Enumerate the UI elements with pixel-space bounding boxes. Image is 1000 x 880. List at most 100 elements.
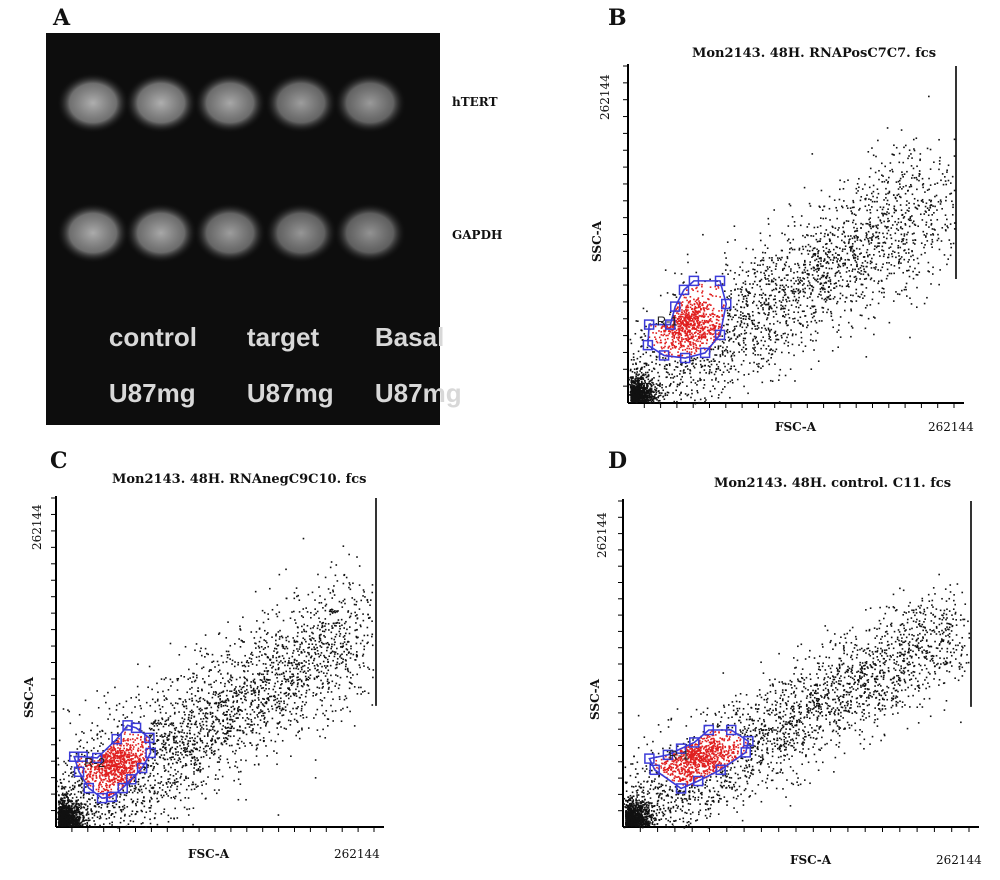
event-dot bbox=[185, 764, 188, 767]
event-dot bbox=[882, 213, 884, 215]
event-dot bbox=[928, 95, 930, 98]
event-dot bbox=[736, 336, 739, 339]
event-dot bbox=[812, 312, 815, 314]
event-dot bbox=[641, 377, 643, 380]
event-dot bbox=[827, 262, 830, 265]
event-dot bbox=[803, 263, 805, 266]
event-dot bbox=[850, 308, 852, 311]
event-dot bbox=[897, 180, 900, 183]
event-dot bbox=[877, 192, 880, 195]
event-dot bbox=[641, 374, 644, 377]
event-dot bbox=[699, 398, 702, 401]
event-dot bbox=[769, 322, 771, 325]
event-dot bbox=[783, 267, 786, 270]
event-dot bbox=[764, 244, 766, 247]
event-dot bbox=[639, 392, 641, 395]
event-dot bbox=[643, 374, 645, 377]
event-dot bbox=[811, 285, 813, 288]
gated-event-dot bbox=[690, 335, 693, 338]
event-dot bbox=[207, 653, 209, 656]
event-dot bbox=[839, 259, 841, 262]
event-dot bbox=[710, 371, 713, 374]
event-dot bbox=[649, 383, 652, 385]
event-dot bbox=[655, 393, 657, 395]
gated-event-dot bbox=[722, 304, 725, 307]
gated-event-dot bbox=[686, 289, 688, 291]
event-dot bbox=[867, 239, 870, 242]
event-dot bbox=[808, 250, 811, 252]
event-dot bbox=[753, 323, 755, 326]
event-dot bbox=[686, 394, 689, 397]
event-dot bbox=[906, 200, 908, 202]
event-dot bbox=[925, 211, 927, 213]
event-dot bbox=[742, 339, 745, 342]
event-dot bbox=[106, 803, 109, 805]
event-dot bbox=[813, 349, 815, 351]
gated-event-dot bbox=[674, 315, 676, 317]
event-dot bbox=[768, 305, 771, 308]
event-dot bbox=[809, 205, 812, 207]
event-dot bbox=[849, 280, 852, 283]
event-dot bbox=[832, 326, 835, 329]
event-dot bbox=[875, 231, 878, 234]
event-dot bbox=[761, 259, 763, 261]
event-dot bbox=[878, 242, 881, 244]
event-dot bbox=[215, 792, 218, 795]
event-dot bbox=[916, 274, 919, 276]
event-dot bbox=[661, 321, 663, 323]
gated-event-dot bbox=[699, 340, 702, 343]
event-dot bbox=[647, 392, 650, 394]
event-dot bbox=[905, 288, 907, 291]
event-dot bbox=[761, 304, 763, 306]
event-dot bbox=[794, 263, 796, 265]
event-dot bbox=[738, 274, 741, 276]
plot-c-x-max-label: 262144 bbox=[334, 847, 380, 861]
event-dot bbox=[881, 245, 884, 248]
event-dot bbox=[715, 367, 718, 370]
gel-band-htert-3 bbox=[194, 73, 266, 133]
event-dot bbox=[180, 735, 183, 738]
event-dot bbox=[675, 366, 677, 368]
gated-event-dot bbox=[686, 306, 689, 309]
event-dot bbox=[161, 742, 163, 745]
event-dot bbox=[252, 673, 254, 675]
event-dot bbox=[703, 384, 706, 386]
event-dot bbox=[687, 261, 689, 264]
event-dot bbox=[120, 817, 122, 819]
event-dot bbox=[907, 189, 909, 192]
event-dot bbox=[654, 388, 656, 391]
event-dot bbox=[753, 348, 755, 351]
event-dot bbox=[733, 333, 736, 335]
gated-event-dot bbox=[698, 300, 700, 302]
event-dot bbox=[361, 639, 364, 642]
event-dot bbox=[832, 226, 834, 229]
event-dot bbox=[877, 237, 880, 240]
event-dot bbox=[296, 676, 298, 679]
event-dot bbox=[194, 679, 197, 682]
event-dot bbox=[881, 181, 884, 183]
event-dot bbox=[770, 294, 772, 297]
gated-event-dot bbox=[713, 325, 716, 327]
event-dot bbox=[788, 265, 790, 268]
gated-event-dot bbox=[123, 733, 126, 735]
gated-event-dot bbox=[721, 314, 724, 316]
event-dot bbox=[824, 232, 826, 235]
event-dot bbox=[819, 290, 822, 293]
event-dot bbox=[922, 183, 925, 185]
event-dot bbox=[700, 379, 702, 381]
event-dot bbox=[179, 799, 182, 802]
event-dot bbox=[885, 193, 887, 196]
event-dot bbox=[841, 206, 844, 209]
event-dot bbox=[821, 209, 824, 211]
event-dot bbox=[238, 729, 241, 732]
gated-event-dot bbox=[707, 308, 710, 310]
gated-event-dot bbox=[673, 335, 675, 338]
event-dot bbox=[792, 299, 795, 302]
event-dot bbox=[912, 239, 914, 242]
event-dot bbox=[126, 806, 129, 808]
event-dot bbox=[722, 388, 724, 390]
gated-event-dot bbox=[697, 305, 700, 308]
event-dot bbox=[630, 385, 633, 387]
event-dot bbox=[639, 400, 642, 402]
event-dot bbox=[644, 399, 646, 401]
